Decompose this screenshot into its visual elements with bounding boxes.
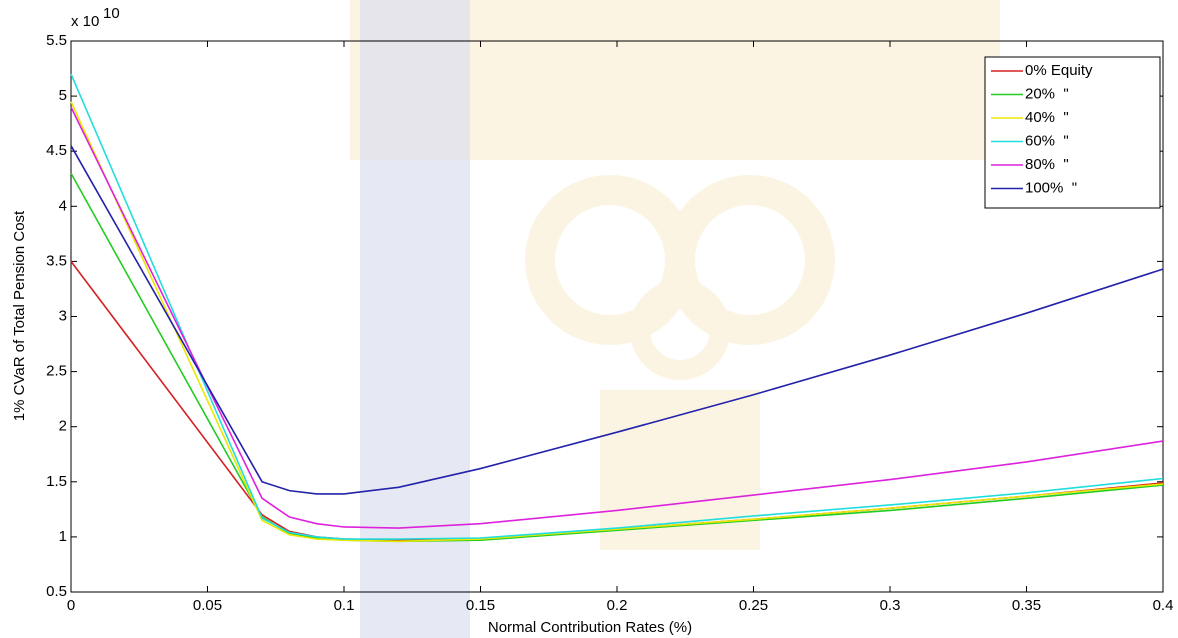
y-tick-label: 5: [59, 87, 67, 104]
y-axis-label: 1% CVaR of Total Pension Cost: [11, 210, 28, 421]
watermark: [350, 0, 1000, 638]
x-tick-label: 0.1: [334, 597, 355, 614]
y-tick-label: 3: [59, 307, 67, 324]
y-tick-label: 4.5: [46, 142, 67, 159]
y-tick-label: 0.5: [46, 583, 67, 600]
x-tick-label: 0.05: [193, 597, 222, 614]
x-tick-label: 0.15: [466, 597, 495, 614]
y-tick-label: 1.5: [46, 473, 67, 490]
legend-label: 60% ": [1025, 132, 1069, 149]
legend-label: 40% ": [1025, 109, 1069, 126]
legend-label: 100% ": [1025, 179, 1077, 196]
legend-label: 20% ": [1025, 85, 1069, 102]
legend-label: 80% ": [1025, 156, 1069, 173]
x-tick-label: 0: [67, 597, 75, 614]
y-tick-label: 2.5: [46, 363, 67, 380]
chart: x 10 10 Normal Contribution Rates (%) 1%…: [0, 0, 1178, 638]
x-tick-label: 0.3: [880, 597, 901, 614]
y-multiplier-exponent: 10: [103, 5, 120, 22]
x-axis-label: Normal Contribution Rates (%): [488, 619, 692, 636]
x-tick-label: 0.4: [1153, 597, 1174, 614]
x-tick-label: 0.2: [607, 597, 628, 614]
y-tick-label: 3.5: [46, 252, 67, 269]
legend-label: 0% Equity: [1025, 62, 1093, 79]
y-tick-label: 1: [59, 528, 67, 545]
y-tick-label: 5.5: [46, 32, 67, 49]
y-tick-label: 4: [59, 197, 67, 214]
y-tick-label: 2: [59, 418, 67, 435]
x-tick-label: 0.25: [739, 597, 768, 614]
x-tick-label: 0.35: [1012, 597, 1041, 614]
y-multiplier: x 10: [71, 13, 99, 30]
